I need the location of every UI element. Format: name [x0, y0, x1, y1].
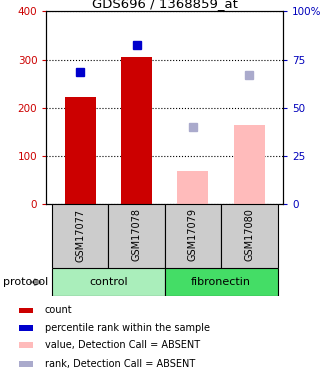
- Bar: [121, 57, 152, 204]
- Text: GSM17077: GSM17077: [75, 209, 85, 261]
- Text: rank, Detection Call = ABSENT: rank, Detection Call = ABSENT: [45, 359, 195, 369]
- FancyBboxPatch shape: [52, 268, 165, 296]
- FancyBboxPatch shape: [52, 204, 108, 268]
- FancyBboxPatch shape: [165, 268, 277, 296]
- Text: GSM17079: GSM17079: [188, 209, 198, 261]
- Text: percentile rank within the sample: percentile rank within the sample: [45, 323, 210, 333]
- Bar: [19, 342, 33, 348]
- Text: protocol: protocol: [3, 277, 48, 287]
- Bar: [19, 308, 33, 313]
- Bar: [19, 361, 33, 367]
- Text: control: control: [89, 277, 128, 287]
- Title: GDS696 / 1368859_at: GDS696 / 1368859_at: [92, 0, 238, 10]
- Bar: [65, 97, 96, 204]
- Text: fibronectin: fibronectin: [191, 277, 251, 287]
- Text: GSM17078: GSM17078: [132, 209, 142, 261]
- Bar: [234, 125, 265, 204]
- FancyBboxPatch shape: [221, 204, 277, 268]
- Text: count: count: [45, 305, 72, 315]
- Text: GSM17080: GSM17080: [244, 209, 254, 261]
- FancyBboxPatch shape: [165, 204, 221, 268]
- Bar: [19, 325, 33, 330]
- Bar: [178, 171, 209, 204]
- FancyBboxPatch shape: [108, 204, 165, 268]
- Text: value, Detection Call = ABSENT: value, Detection Call = ABSENT: [45, 340, 200, 350]
